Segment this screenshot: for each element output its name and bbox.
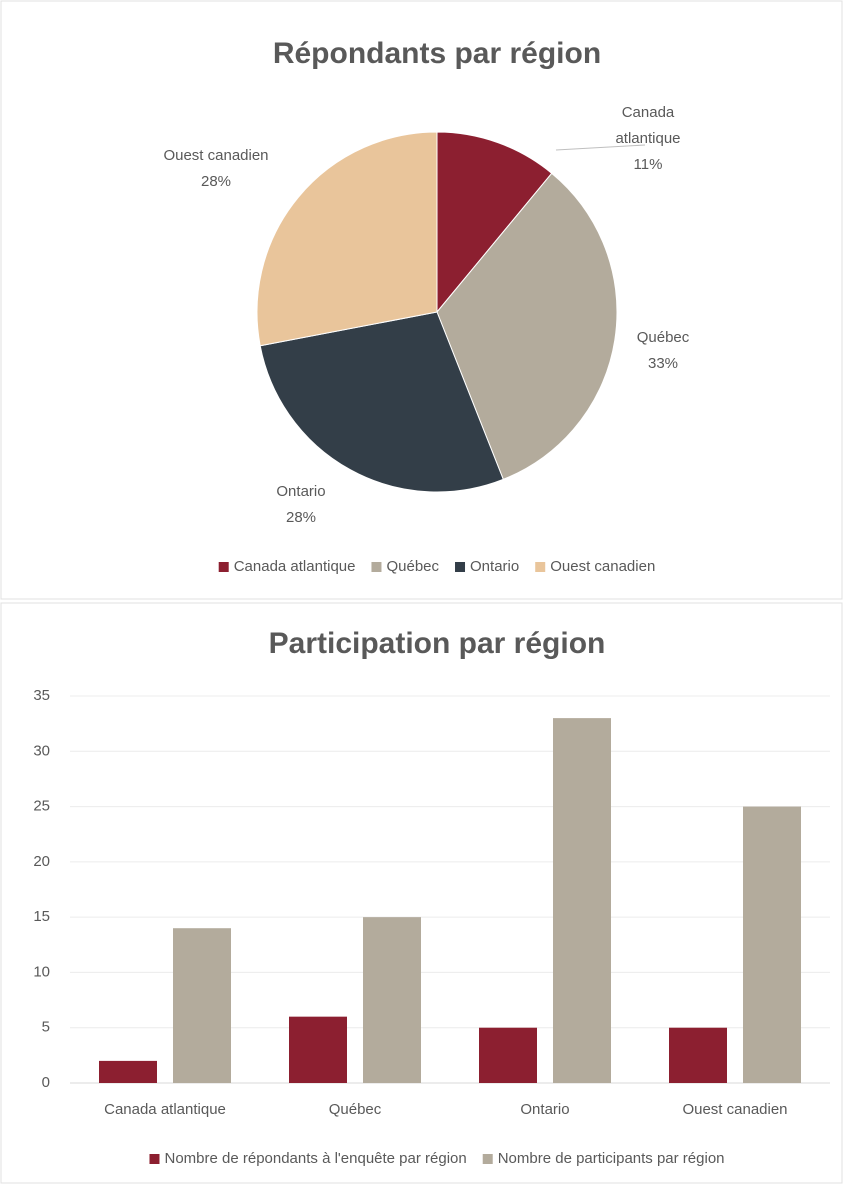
bar xyxy=(669,1027,727,1083)
legend-label: Canada atlantique xyxy=(234,558,356,575)
legend-swatch xyxy=(371,562,382,572)
slice-value: 11% xyxy=(633,156,663,173)
panel-border xyxy=(0,602,843,1184)
pie-slice xyxy=(256,131,438,347)
x-tick-label: Ouest canadien xyxy=(682,1101,787,1118)
legend-label: Québec xyxy=(386,558,439,575)
legend-label: Nombre de participants par région xyxy=(498,1150,725,1167)
pie-slice xyxy=(436,172,618,481)
legend: Nombre de répondants à l'enquête par rég… xyxy=(149,1150,725,1167)
x-tick-label: Québec xyxy=(329,1101,382,1118)
bar xyxy=(363,917,421,1083)
bar xyxy=(289,1016,347,1083)
bar xyxy=(553,718,611,1083)
leader-line xyxy=(555,144,646,151)
legend-swatch xyxy=(535,562,546,572)
y-tick-label: 5 xyxy=(42,1019,50,1036)
legend-label: Ontario xyxy=(470,558,519,575)
legend-label: Ouest canadien xyxy=(550,558,655,575)
legend-swatch xyxy=(218,562,229,572)
chart-title: Répondants par région xyxy=(273,37,601,70)
slice-value: 33% xyxy=(647,355,679,372)
pie-slice xyxy=(259,311,504,493)
x-tick-label: Canada atlantique xyxy=(104,1101,226,1118)
bar xyxy=(743,806,801,1083)
legend-swatch xyxy=(482,1154,493,1164)
slice-category: Ontario xyxy=(276,483,326,500)
slice-category: Canada atlantique xyxy=(615,104,681,147)
bar xyxy=(173,928,231,1083)
pie-slice xyxy=(436,131,553,314)
slice-value: 28% xyxy=(285,509,317,526)
slice-category: Québec xyxy=(636,329,690,346)
slice-label: Ontario 28% xyxy=(251,479,351,531)
y-tick-label: 20 xyxy=(33,853,50,870)
y-tick-label: 10 xyxy=(33,963,50,980)
panel-border xyxy=(0,0,843,600)
y-tick-label: 30 xyxy=(33,742,50,759)
legend: Canada atlantique Québec Ontario Ouest cana… xyxy=(218,558,655,575)
slice-label: Canada atlantique 11% xyxy=(598,100,698,178)
y-tick-label: 25 xyxy=(33,798,50,815)
y-tick-label: 15 xyxy=(33,908,50,925)
bar xyxy=(479,1027,537,1083)
slice-value: 28% xyxy=(200,173,232,190)
slice-category: Ouest canadien xyxy=(163,147,269,164)
slice-label: Québec 33% xyxy=(613,325,713,377)
legend-label: Nombre de répondants à l'enquête par rég… xyxy=(164,1150,466,1167)
legend-swatch xyxy=(149,1154,160,1164)
y-tick-label: 35 xyxy=(33,687,50,704)
y-tick-label: 0 xyxy=(42,1074,50,1091)
slice-label: Ouest canadien 28% xyxy=(146,143,286,195)
legend-swatch xyxy=(455,562,466,572)
bar xyxy=(99,1060,157,1083)
chart-title: Participation par région xyxy=(269,627,606,660)
x-tick-label: Ontario xyxy=(520,1101,569,1118)
